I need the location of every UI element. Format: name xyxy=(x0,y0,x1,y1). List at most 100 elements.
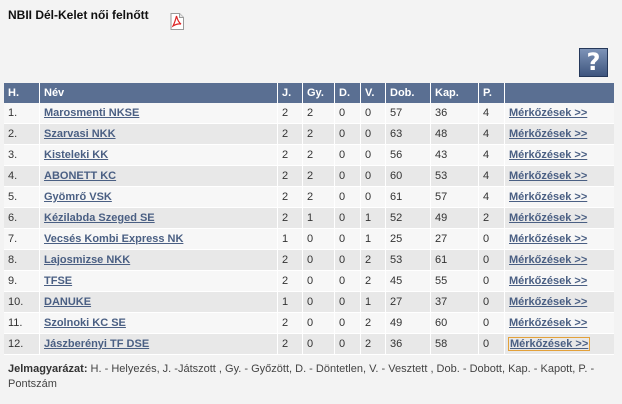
cell-matches: Mérkőzések >> xyxy=(505,229,614,250)
team-link[interactable]: Jászberényi TF DSE xyxy=(44,338,150,350)
cell-matches: Mérkőzések >> xyxy=(505,292,614,313)
cell-points: 0 xyxy=(479,334,505,355)
cell-played: 2 xyxy=(278,334,303,355)
cell-lost: 2 xyxy=(361,313,386,334)
cell-matches: Mérkőzések >> xyxy=(505,145,614,166)
team-link[interactable]: DANUKE xyxy=(44,296,92,308)
matches-link[interactable]: Mérkőzések >> xyxy=(507,337,591,351)
matches-link[interactable]: Mérkőzések >> xyxy=(509,296,588,308)
cell-team: Jászberényi TF DSE xyxy=(40,334,278,355)
cell-draw: 0 xyxy=(335,271,361,292)
cell-scored: 56 xyxy=(386,145,431,166)
team-link[interactable]: Lajosmizse NKK xyxy=(44,254,131,266)
pdf-icon[interactable] xyxy=(170,13,184,30)
cell-scored: 63 xyxy=(386,124,431,145)
cell-team: Szarvasi NKK xyxy=(40,124,278,145)
cell-draw: 0 xyxy=(335,103,361,124)
cell-played: 2 xyxy=(278,271,303,292)
team-link[interactable]: TFSE xyxy=(44,275,73,287)
cell-played: 2 xyxy=(278,208,303,229)
cell-conceded: 48 xyxy=(431,124,479,145)
cell-lost: 1 xyxy=(361,292,386,313)
cell-draw: 0 xyxy=(335,124,361,145)
cell-played: 2 xyxy=(278,124,303,145)
cell-position: 7. xyxy=(4,229,40,250)
cell-draw: 0 xyxy=(335,313,361,334)
team-link[interactable]: Kisteleki KK xyxy=(44,149,109,161)
cell-won: 0 xyxy=(303,313,335,334)
cell-matches: Mérkőzések >> xyxy=(505,103,614,124)
matches-link[interactable]: Mérkőzések >> xyxy=(509,170,588,182)
cell-points: 0 xyxy=(479,292,505,313)
help-icon[interactable]: ? xyxy=(579,48,608,77)
team-link[interactable]: Szolnoki KC SE xyxy=(44,317,126,329)
matches-link[interactable]: Mérkőzések >> xyxy=(509,254,588,266)
cell-lost: 1 xyxy=(361,229,386,250)
matches-link[interactable]: Mérkőzések >> xyxy=(509,107,588,119)
cell-points: 2 xyxy=(479,208,505,229)
matches-link[interactable]: Mérkőzések >> xyxy=(509,275,588,287)
cell-scored: 25 xyxy=(386,229,431,250)
matches-link[interactable]: Mérkőzések >> xyxy=(509,233,588,245)
cell-draw: 0 xyxy=(335,229,361,250)
col-header-draw: D. xyxy=(335,83,361,103)
cell-conceded: 43 xyxy=(431,145,479,166)
col-header-won: Gy. xyxy=(303,83,335,103)
matches-link[interactable]: Mérkőzések >> xyxy=(509,191,588,203)
cell-draw: 0 xyxy=(335,208,361,229)
table-row: 3. Kisteleki KK 2 2 0 0 56 43 4 Mérkőzések >> xyxy=(4,145,614,166)
table-row: 2. Szarvasi NKK 2 2 0 0 63 48 4 Mérkőzések >> xyxy=(4,124,614,145)
cell-draw: 0 xyxy=(335,334,361,355)
cell-draw: 0 xyxy=(335,166,361,187)
cell-lost: 0 xyxy=(361,103,386,124)
standings-table: H. Név J. Gy. D. V. Dob. Kap. P. 1. Maros… xyxy=(4,83,614,355)
cell-team: Gyömrő VSK xyxy=(40,187,278,208)
cell-played: 2 xyxy=(278,166,303,187)
cell-points: 4 xyxy=(479,166,505,187)
matches-link[interactable]: Mérkőzések >> xyxy=(509,128,588,140)
cell-points: 0 xyxy=(479,229,505,250)
legend-text: H. - Helyezés, J. -Játszott , Gy. - Győz… xyxy=(8,363,595,390)
cell-played: 2 xyxy=(278,103,303,124)
cell-matches: Mérkőzések >> xyxy=(505,208,614,229)
matches-link[interactable]: Mérkőzések >> xyxy=(509,149,588,161)
matches-link[interactable]: Mérkőzések >> xyxy=(509,317,588,329)
cell-position: 10. xyxy=(4,292,40,313)
col-header-name: Név xyxy=(40,83,278,103)
cell-position: 2. xyxy=(4,124,40,145)
cell-conceded: 36 xyxy=(431,103,479,124)
team-link[interactable]: Kézilabda Szeged SE xyxy=(44,212,155,224)
cell-played: 2 xyxy=(278,187,303,208)
cell-scored: 57 xyxy=(386,103,431,124)
team-link[interactable]: Marosmenti NKSE xyxy=(44,107,140,119)
team-link[interactable]: ABONETT KC xyxy=(44,170,117,182)
cell-conceded: 27 xyxy=(431,229,479,250)
cell-scored: 27 xyxy=(386,292,431,313)
team-link[interactable]: Vecsés Kombi Express NK xyxy=(44,233,184,245)
cell-draw: 0 xyxy=(335,250,361,271)
cell-played: 1 xyxy=(278,292,303,313)
cell-team: Marosmenti NKSE xyxy=(40,103,278,124)
team-link[interactable]: Gyömrő VSK xyxy=(44,191,112,203)
col-header-conceded: Kap. xyxy=(431,83,479,103)
cell-conceded: 37 xyxy=(431,292,479,313)
matches-link[interactable]: Mérkőzések >> xyxy=(509,212,588,224)
cell-conceded: 57 xyxy=(431,187,479,208)
table-row: 4. ABONETT KC 2 2 0 0 60 53 4 Mérkőzések >> xyxy=(4,166,614,187)
cell-position: 4. xyxy=(4,166,40,187)
cell-team: Kézilabda Szeged SE xyxy=(40,208,278,229)
cell-lost: 2 xyxy=(361,334,386,355)
col-header-points: P. xyxy=(479,83,505,103)
legend-label: Jelmagyarázat: xyxy=(8,363,88,375)
team-link[interactable]: Szarvasi NKK xyxy=(44,128,116,140)
cell-matches: Mérkőzések >> xyxy=(505,166,614,187)
cell-position: 8. xyxy=(4,250,40,271)
cell-matches: Mérkőzések >> xyxy=(505,187,614,208)
cell-scored: 49 xyxy=(386,313,431,334)
cell-team: DANUKE xyxy=(40,292,278,313)
cell-won: 2 xyxy=(303,166,335,187)
cell-won: 0 xyxy=(303,271,335,292)
table-row: 10. DANUKE 1 0 0 1 27 37 0 Mérkőzések >> xyxy=(4,292,614,313)
cell-lost: 2 xyxy=(361,271,386,292)
cell-team: TFSE xyxy=(40,271,278,292)
